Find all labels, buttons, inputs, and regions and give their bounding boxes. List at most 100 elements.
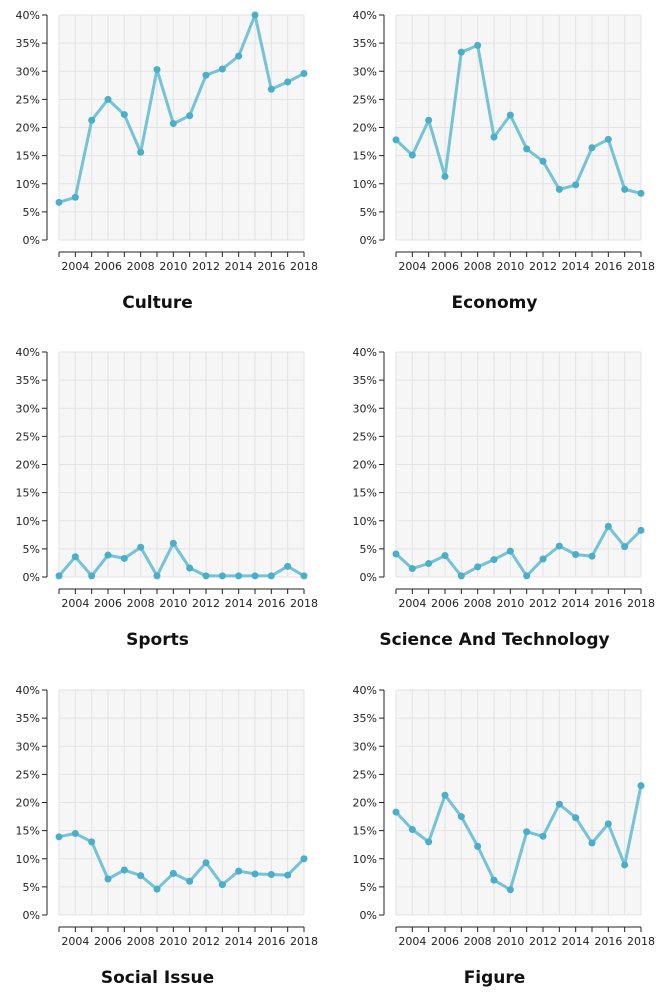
- data-point: [300, 855, 308, 863]
- data-point: [523, 572, 531, 580]
- series-line: [394, 524, 643, 578]
- y-tick-label: 40%: [353, 9, 377, 22]
- data-point: [218, 65, 226, 73]
- data-point: [474, 563, 482, 571]
- chart-title: Social Issue: [101, 968, 214, 988]
- x-tick-label: 2006: [431, 597, 459, 610]
- y-tick-label: 30%: [16, 402, 40, 415]
- data-points: [392, 522, 645, 580]
- series-line: [57, 831, 306, 891]
- data-point: [490, 556, 498, 564]
- data-point: [588, 839, 596, 847]
- x-tick-label: 2004: [61, 935, 89, 948]
- data-point: [267, 572, 275, 580]
- x-tick-label: 2012: [192, 597, 220, 610]
- data-point: [137, 148, 145, 156]
- gridlines: [395, 351, 642, 578]
- y-tick-label: 5%: [360, 206, 377, 219]
- y-tick-label: 15%: [353, 150, 377, 163]
- data-point: [300, 572, 308, 580]
- chart-panel-3: 0% 5% 10% 15% 20% 25% 30% 35% 40% 2004 2006 2008 201…: [353, 346, 655, 650]
- data-point: [104, 875, 112, 883]
- data-point: [235, 867, 243, 875]
- data-point: [637, 189, 645, 197]
- y-tick-label: 40%: [353, 684, 377, 697]
- data-point: [572, 551, 580, 558]
- x-tick-label: 2010: [496, 935, 524, 948]
- data-point: [637, 526, 645, 534]
- chart-panel-1: 0% 5% 10% 15% 20% 25% 30% 35% 40% 2004 2006 2008 201…: [353, 9, 655, 313]
- data-point: [137, 543, 145, 551]
- y-axis: 0% 5% 10% 15% 20% 25% 30% 35% 40%: [353, 9, 385, 247]
- data-point: [425, 838, 433, 846]
- gridlines: [395, 14, 642, 241]
- x-tick-label: 2014: [562, 935, 590, 948]
- y-axis: 0% 5% 10% 15% 20% 25% 30% 35% 40%: [353, 346, 385, 584]
- gridlines: [58, 14, 305, 241]
- x-tick-label: 2014: [562, 597, 590, 610]
- data-point: [153, 66, 161, 74]
- data-point: [251, 11, 259, 19]
- data-point: [104, 551, 112, 559]
- y-tick-label: 10%: [353, 515, 377, 528]
- y-tick-label: 20%: [353, 797, 377, 810]
- x-tick-label: 2004: [398, 597, 426, 610]
- y-tick-label: 30%: [16, 740, 40, 753]
- data-point: [588, 552, 596, 560]
- data-points: [55, 11, 308, 206]
- y-tick-label: 25%: [16, 430, 40, 443]
- chart-panel-2: 0% 5% 10% 15% 20% 25% 30% 35% 40% 2004 2006 2008 201…: [16, 346, 318, 650]
- x-axis: 2004 2006 2008 2010 2012 2014 2016 2018: [58, 926, 318, 948]
- chart-panel-4: 0% 5% 10% 15% 20% 25% 30% 35% 40% 2004 2006 2008 201…: [16, 684, 318, 988]
- data-point: [71, 829, 79, 837]
- y-tick-label: 25%: [353, 93, 377, 106]
- data-point: [604, 522, 612, 530]
- x-tick-label: 2006: [94, 597, 122, 610]
- y-tick-label: 5%: [23, 881, 40, 894]
- x-tick-label: 2012: [192, 260, 220, 273]
- data-point: [425, 560, 433, 567]
- y-tick-label: 0%: [360, 234, 377, 247]
- chart-panel-0: 0% 5% 10% 15% 20% 25% 30% 35% 40% 2004 2006 2008 201…: [16, 9, 318, 313]
- data-point: [235, 572, 243, 580]
- data-point: [555, 185, 563, 193]
- y-tick-label: 10%: [353, 178, 377, 191]
- x-tick-label: 2018: [627, 260, 655, 273]
- y-tick-label: 10%: [353, 853, 377, 866]
- y-tick-label: 5%: [360, 881, 377, 894]
- data-point: [392, 550, 400, 558]
- x-tick-label: 2004: [61, 597, 89, 610]
- data-point: [539, 832, 547, 840]
- data-point: [441, 172, 449, 180]
- data-point: [55, 198, 63, 206]
- data-point: [506, 111, 514, 119]
- y-tick-label: 20%: [16, 122, 40, 135]
- data-point: [523, 828, 531, 836]
- data-points: [392, 782, 645, 894]
- data-point: [55, 833, 63, 841]
- data-point: [202, 71, 210, 79]
- y-tick-label: 20%: [353, 122, 377, 135]
- data-point: [120, 554, 128, 562]
- x-tick-label: 2016: [594, 260, 622, 273]
- data-point: [186, 112, 194, 120]
- x-tick-label: 2012: [192, 935, 220, 948]
- y-tick-label: 0%: [23, 909, 40, 922]
- y-axis: 0% 5% 10% 15% 20% 25% 30% 35% 40%: [353, 684, 385, 922]
- data-point: [71, 193, 79, 201]
- data-point: [88, 572, 96, 580]
- data-point: [267, 871, 275, 878]
- x-tick-label: 2008: [127, 597, 155, 610]
- x-tick-label: 2008: [127, 935, 155, 948]
- x-tick-label: 2018: [627, 935, 655, 948]
- data-point: [621, 861, 629, 869]
- y-tick-label: 15%: [16, 150, 40, 163]
- x-tick-label: 2008: [464, 935, 492, 948]
- data-point: [88, 838, 96, 846]
- data-point: [251, 870, 259, 878]
- gridlines: [58, 351, 305, 578]
- data-point: [408, 565, 416, 573]
- x-tick-label: 2006: [94, 260, 122, 273]
- y-tick-label: 35%: [16, 712, 40, 725]
- data-point: [169, 869, 177, 877]
